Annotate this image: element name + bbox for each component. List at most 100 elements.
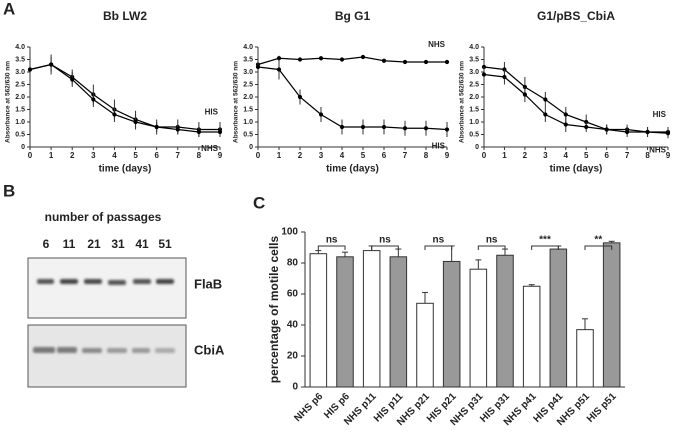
- x-tick-label: 7: [625, 151, 630, 160]
- panel-letter: B: [3, 181, 15, 200]
- x-tick-label: 1: [502, 151, 507, 160]
- x-tick-label: 0: [256, 151, 261, 160]
- point: [27, 67, 33, 72]
- series-line: [483, 73, 669, 134]
- point: [360, 54, 366, 60]
- bar: [309, 253, 328, 388]
- point: [154, 124, 159, 130]
- y-tick-label: 0.5: [243, 131, 253, 138]
- point: [402, 59, 408, 65]
- series-line: [257, 66, 448, 131]
- bar: [389, 256, 408, 388]
- point: [625, 129, 630, 135]
- y-tick-label: 2.5: [243, 81, 253, 88]
- x-tick-label: 9: [218, 151, 223, 160]
- blot-membrane: [27, 324, 187, 388]
- y-tick-label: 1.0: [469, 119, 479, 126]
- x-tick-label: 6: [604, 151, 609, 160]
- point: [381, 58, 387, 63]
- point: [481, 72, 487, 77]
- x-axis-label: time (days): [550, 164, 603, 175]
- significance-bracket: [371, 245, 399, 250]
- bar: [416, 302, 434, 388]
- y-tick-label: 0: [249, 144, 253, 151]
- point: [318, 56, 324, 61]
- y-tick-label: 0: [21, 144, 25, 151]
- point: [49, 62, 54, 67]
- band: [107, 348, 127, 353]
- y-tick-label: 0.5: [15, 131, 25, 138]
- blot-row-label: CbiA: [194, 342, 225, 357]
- y-axis-label: Absorbance at 562/630 nm: [5, 61, 12, 143]
- lane-label: 6: [43, 237, 50, 251]
- significance-label: ns: [379, 235, 391, 246]
- axes: [29, 47, 220, 148]
- x-tick-label: 5: [133, 151, 138, 160]
- point: [402, 126, 408, 131]
- x-tick-label: 6: [382, 151, 387, 160]
- point: [339, 124, 345, 130]
- point: [604, 127, 609, 132]
- point: [297, 57, 303, 62]
- point: [255, 64, 261, 70]
- x-tick-label: 2: [70, 151, 75, 160]
- blot-membrane: [27, 257, 187, 319]
- x-tick-label: 1: [49, 151, 54, 160]
- x-tick-label: NHS p6: [292, 391, 325, 424]
- blot-panel: number of passages FlaB CbiA: [27, 210, 225, 388]
- band: [33, 347, 55, 353]
- y-tick-label: 3.5: [469, 56, 479, 63]
- point: [175, 127, 180, 132]
- band: [82, 348, 102, 353]
- bar: [576, 329, 594, 388]
- y-tick-label: 4.0: [469, 44, 479, 51]
- y-tick-label: 0: [475, 144, 479, 151]
- band: [108, 280, 126, 285]
- series-label: NHS: [649, 145, 667, 154]
- x-tick-label: HIS p51: [585, 391, 619, 425]
- x-tick-label: 9: [666, 151, 671, 160]
- x-tick-label: 8: [424, 151, 429, 160]
- x-tick-label: 0: [482, 151, 487, 160]
- point: [543, 112, 548, 117]
- panel-letter: A: [3, 0, 15, 18]
- lane-label: 21: [87, 237, 101, 251]
- x-tick-label: 8: [645, 151, 650, 160]
- significance-bracket: [477, 245, 506, 250]
- y-tick-label: 3.5: [243, 56, 253, 63]
- y-tick-label: 3.0: [469, 69, 479, 76]
- series-label: HIS: [205, 108, 219, 117]
- band: [57, 347, 77, 353]
- band: [60, 279, 78, 284]
- bar: [336, 256, 354, 388]
- series-label: HIS: [432, 142, 446, 151]
- point: [502, 74, 507, 80]
- y-tick-label: 1.0: [243, 119, 253, 126]
- y-tick-label: 2.0: [243, 94, 253, 101]
- chart-title: Bb LW2: [103, 9, 147, 23]
- point: [522, 92, 527, 97]
- point: [297, 94, 303, 100]
- significance-label: ***: [539, 235, 551, 246]
- series-line: [29, 63, 220, 131]
- y-tick-label: 2.0: [469, 94, 479, 101]
- y-axis-label: Absorbance at 562/630 nm: [233, 61, 240, 143]
- y-axis-label: percentage of motile cells: [267, 235, 281, 383]
- x-tick-label: 2: [298, 151, 303, 160]
- bar: [496, 254, 514, 388]
- point: [70, 77, 75, 82]
- point: [563, 122, 568, 127]
- point: [318, 112, 324, 117]
- series-line: [29, 63, 220, 133]
- band: [132, 348, 150, 353]
- band: [133, 279, 151, 284]
- y-tick-label: 1.0: [15, 119, 25, 126]
- band: [84, 279, 102, 284]
- significance-label: ns: [432, 235, 444, 246]
- lane-label: 51: [158, 237, 172, 251]
- blot-title: number of passages: [45, 210, 162, 224]
- y-tick-label: 1.5: [469, 106, 479, 113]
- y-tick-label: 60: [287, 289, 299, 300]
- point: [196, 129, 201, 135]
- x-tick-label: 7: [176, 151, 181, 160]
